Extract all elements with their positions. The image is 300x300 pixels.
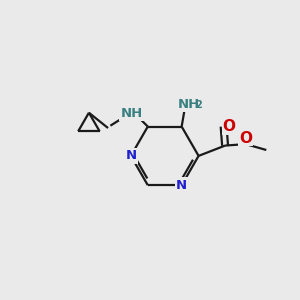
Text: NH: NH <box>178 98 200 111</box>
Text: 2: 2 <box>195 100 202 110</box>
Text: N: N <box>125 149 136 162</box>
Text: O: O <box>222 119 236 134</box>
Text: N: N <box>176 179 187 192</box>
Text: O: O <box>239 131 252 146</box>
Text: NH: NH <box>121 107 143 120</box>
